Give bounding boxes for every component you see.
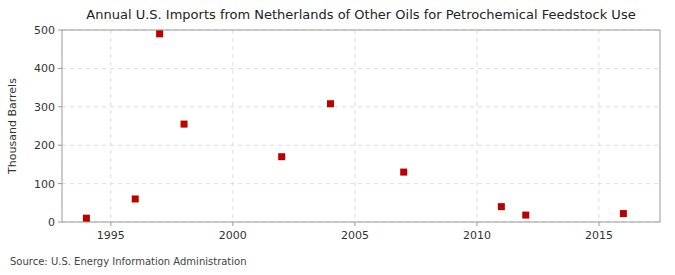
grid-line	[232, 30, 233, 222]
tick	[476, 222, 477, 226]
grid-line	[62, 106, 660, 107]
point	[156, 30, 163, 37]
point	[278, 153, 285, 160]
tick	[354, 222, 355, 226]
tick	[598, 222, 599, 226]
tick	[58, 222, 62, 223]
grid-line	[598, 30, 599, 222]
tick	[58, 106, 62, 107]
y-axis-label: Thousand Barrels	[6, 78, 19, 175]
points	[83, 30, 627, 221]
point	[620, 210, 627, 217]
tick-label: 100	[34, 178, 55, 191]
grid-line	[354, 30, 355, 222]
grid-line	[62, 145, 660, 146]
tick	[58, 68, 62, 69]
point	[498, 203, 505, 210]
tick	[232, 222, 233, 226]
tick-label: 0	[48, 216, 55, 229]
tick-label: 2010	[463, 229, 491, 242]
tick	[110, 222, 111, 226]
grid-line	[110, 30, 111, 222]
tick-label: 2015	[585, 229, 613, 242]
axes: 0 100 200 300 400 500 1995 2000 2005 2010 2015	[34, 24, 613, 242]
point	[400, 169, 407, 176]
tick-label: 500	[34, 24, 55, 37]
grid-line	[476, 30, 477, 222]
tick-label: 400	[34, 62, 55, 75]
tick-label: 1995	[97, 229, 125, 242]
grid-line	[62, 68, 660, 69]
point	[327, 100, 334, 107]
tick-label: 300	[34, 101, 55, 114]
source-note: Source: U.S. Energy Information Administ…	[10, 256, 247, 267]
point	[522, 212, 529, 219]
background	[0, 0, 675, 275]
title: Annual U.S. Imports from Netherlands of …	[86, 7, 635, 22]
plot-frame	[62, 30, 660, 222]
point	[181, 121, 188, 128]
grid-line	[62, 183, 660, 184]
point	[83, 215, 90, 222]
tick-label: 2005	[341, 229, 369, 242]
tick	[58, 30, 62, 31]
tick	[58, 145, 62, 146]
chart: 0 100 200 300 400 500 1995 2000 2005 2010 2015 Thou…	[0, 0, 675, 275]
tick-label: 2000	[219, 229, 247, 242]
grid	[62, 30, 660, 222]
tick	[58, 183, 62, 184]
point	[132, 195, 139, 202]
tick-label: 200	[34, 139, 55, 152]
